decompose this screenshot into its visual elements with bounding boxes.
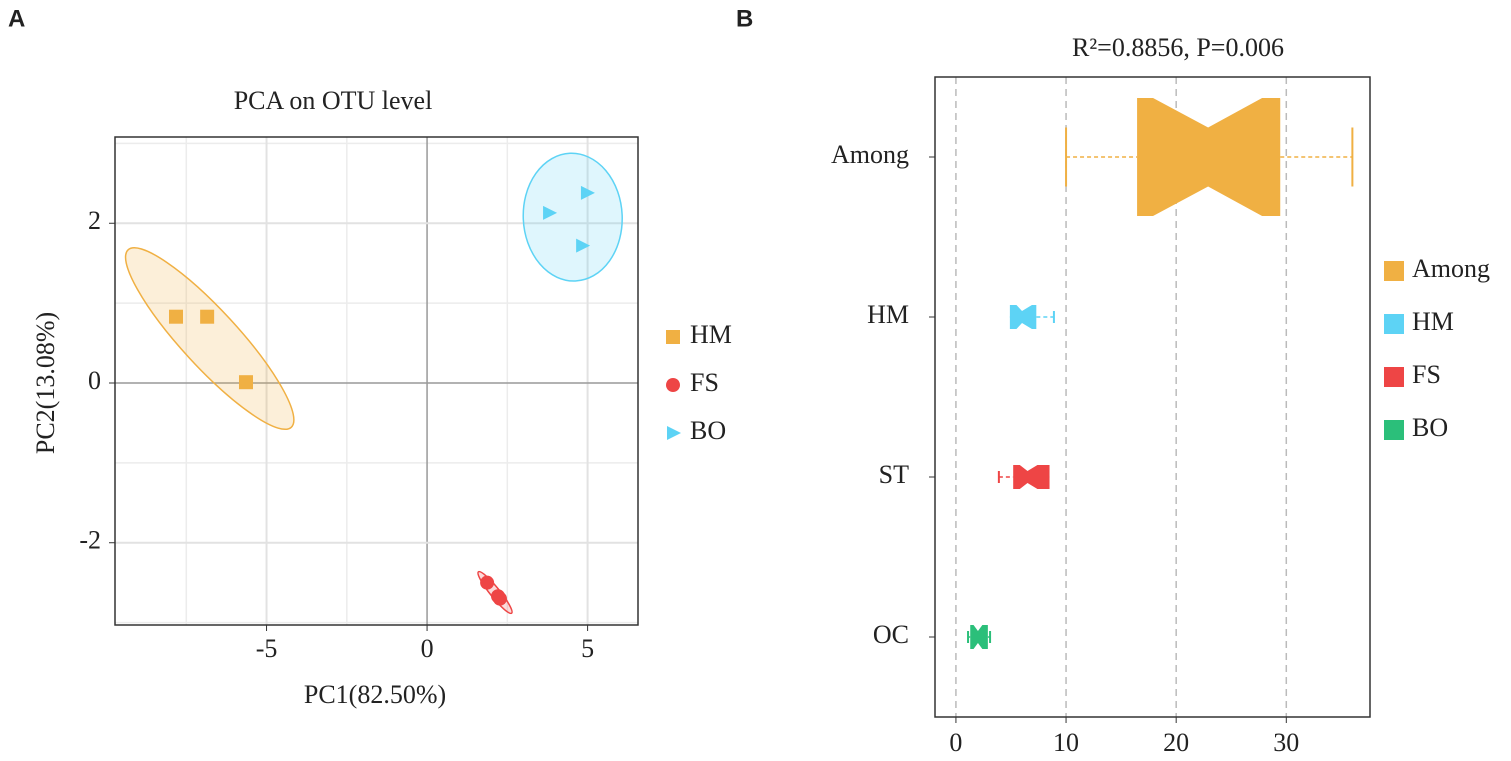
x-tick-label: 0	[949, 728, 962, 757]
y-tick-label: 2	[88, 206, 101, 235]
point	[580, 185, 595, 200]
x-tick-label: 5	[581, 634, 594, 663]
y-tick-label: OC	[873, 620, 909, 649]
y-tick-label: 0	[88, 366, 101, 395]
y-tick-label: HM	[867, 300, 909, 329]
x-tick-label: 10	[1053, 728, 1079, 757]
plot-frame	[934, 76, 1371, 718]
panel-label: B	[736, 5, 753, 32]
legend-marker	[1384, 367, 1404, 387]
legend-label: Among	[1412, 254, 1490, 283]
chart-title: R²=0.8856, P=0.006	[1072, 33, 1284, 62]
y-tick-label: -2	[79, 526, 101, 555]
confidence-ellipse	[522, 152, 623, 282]
x-axis-label: PC1(82.50%)	[304, 680, 446, 709]
point	[543, 205, 558, 220]
y-tick-label: ST	[879, 460, 909, 489]
x-tick-label: -5	[256, 634, 278, 663]
box	[970, 625, 988, 649]
box	[1137, 98, 1281, 216]
legend-label: HM	[690, 320, 732, 349]
x-tick-label: 30	[1273, 728, 1299, 757]
legend-marker	[666, 330, 680, 344]
legend-label: BO	[1412, 413, 1448, 442]
chart-title: PCA on OTU level	[234, 86, 433, 115]
y-tick-label: Among	[831, 140, 909, 169]
legend-marker	[1384, 420, 1404, 440]
legend-label: HM	[1412, 307, 1454, 336]
legend-marker	[1384, 261, 1404, 281]
point	[576, 238, 591, 253]
point	[492, 591, 507, 606]
point	[200, 309, 215, 324]
point	[480, 575, 495, 590]
plot-frame	[114, 136, 639, 626]
legend-label: FS	[690, 368, 719, 397]
x-tick-label: 20	[1163, 728, 1189, 757]
box	[1009, 305, 1037, 329]
legend-label: FS	[1412, 360, 1441, 389]
legend-label: BO	[690, 416, 726, 445]
y-axis-label: PC2(13.08%)	[31, 312, 60, 454]
point	[238, 375, 253, 390]
legend-marker	[1384, 314, 1404, 334]
box	[1013, 465, 1050, 489]
point	[169, 309, 184, 324]
x-tick-label: 0	[421, 634, 434, 663]
panel-label: A	[8, 5, 25, 32]
legend-marker	[666, 378, 680, 392]
legend-marker	[667, 426, 681, 440]
